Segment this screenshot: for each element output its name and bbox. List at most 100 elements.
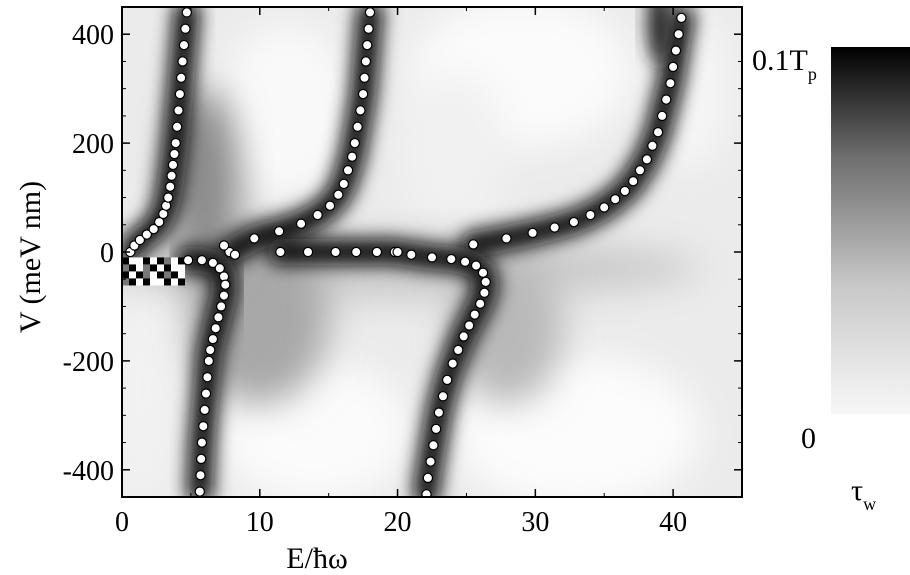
data-point (426, 252, 438, 263)
heatmap-pixel (129, 278, 136, 286)
data-point (475, 298, 486, 309)
data-point (338, 178, 349, 190)
data-point (634, 165, 646, 176)
heatmap-pixel (143, 264, 150, 272)
y-tick-label: 0 (100, 238, 114, 269)
heatmap-pixel (143, 271, 150, 279)
data-point (447, 358, 458, 369)
marker-layer (125, 7, 687, 497)
data-point (302, 246, 314, 258)
data-point (167, 159, 179, 171)
data-point (207, 257, 219, 269)
data-point (355, 105, 366, 116)
data-point (364, 7, 376, 18)
data-point (173, 105, 184, 116)
data-point (619, 185, 631, 197)
data-point (275, 246, 286, 258)
heatmap-pixel (143, 278, 150, 286)
data-point (215, 301, 227, 312)
data-point (359, 72, 370, 84)
heatmap-pixel (164, 264, 171, 272)
data-point (458, 331, 469, 342)
x-axis-ticks: 0 10 20 30 40 (115, 7, 687, 538)
data-point (501, 233, 512, 244)
heatmap-pixel (178, 264, 185, 272)
data-point (210, 323, 221, 334)
heatmap-pixel (150, 271, 157, 279)
colorbar-max-main: 0.1T (752, 44, 808, 77)
data-point (568, 216, 580, 228)
data-point (670, 45, 682, 56)
heatmap-pixel (157, 271, 164, 279)
data-point (273, 226, 285, 237)
data-point (295, 218, 307, 229)
data-point (162, 192, 174, 203)
data-point (148, 223, 159, 235)
data-point (141, 229, 152, 240)
data-point (164, 181, 176, 192)
data-point (641, 154, 653, 165)
heatmap-pixel (171, 271, 178, 279)
y-tick-label: -400 (63, 456, 114, 487)
data-point (453, 344, 464, 356)
data-point (599, 202, 610, 213)
heatmap-pixel (171, 278, 178, 286)
x-tick-label: 40 (659, 507, 687, 538)
y-axis-title: V (meV nm) (14, 181, 47, 333)
data-point (174, 88, 186, 100)
data-point (480, 276, 491, 288)
data-point (349, 137, 360, 149)
x-tick-label: 30 (521, 507, 549, 538)
data-point (213, 312, 224, 323)
y-tick-label: 400 (72, 20, 114, 51)
data-point (665, 77, 676, 89)
colorbar-max-sub: p (808, 64, 817, 84)
heatmap-pixel (164, 271, 171, 279)
heatmap-pixel (157, 257, 164, 265)
heatmap-pixel (164, 257, 171, 265)
data-point (628, 175, 639, 187)
data-point (195, 470, 206, 481)
heatmap-dark-band (267, 239, 499, 497)
heatmap-pixel (178, 271, 185, 279)
heatmap-pixel (171, 264, 178, 272)
colorbar-max-label: 0.1Tp (752, 44, 817, 84)
colorbar-gradient (831, 47, 910, 414)
data-point (527, 227, 538, 239)
data-point (218, 290, 230, 301)
x-axis-title-omega: ω (328, 542, 348, 575)
data-point (196, 255, 208, 266)
data-point (647, 140, 658, 151)
data-point (333, 189, 344, 200)
data-point (180, 23, 191, 34)
data-point (406, 249, 417, 260)
data-point (207, 333, 219, 345)
data-point (166, 170, 177, 181)
x-tick-label: 20 (384, 507, 412, 538)
data-point (220, 279, 231, 290)
data-point (175, 72, 187, 84)
colorbar: 0.1Tp 0 τw (752, 44, 910, 514)
heatmap-pixel (178, 278, 185, 286)
data-point (198, 421, 209, 432)
heatmap-pixel (150, 264, 157, 272)
data-point (585, 209, 596, 221)
heatmap-pixel (122, 271, 129, 279)
data-point (549, 222, 560, 233)
data-point (134, 234, 146, 246)
data-point (371, 246, 383, 258)
heatmap-pixel (136, 257, 143, 265)
data-point (363, 23, 374, 34)
data-point (202, 372, 213, 383)
heatmap-pixel (157, 264, 164, 272)
heatmap-pixel (178, 257, 185, 265)
heatmap-pixel (150, 278, 157, 286)
data-point (362, 39, 373, 51)
data-point (468, 239, 479, 250)
data-point (199, 404, 210, 416)
data-point (351, 246, 362, 258)
heatmap-pixel (122, 257, 129, 265)
data-point (171, 121, 183, 133)
heatmap-pixel (136, 278, 143, 286)
